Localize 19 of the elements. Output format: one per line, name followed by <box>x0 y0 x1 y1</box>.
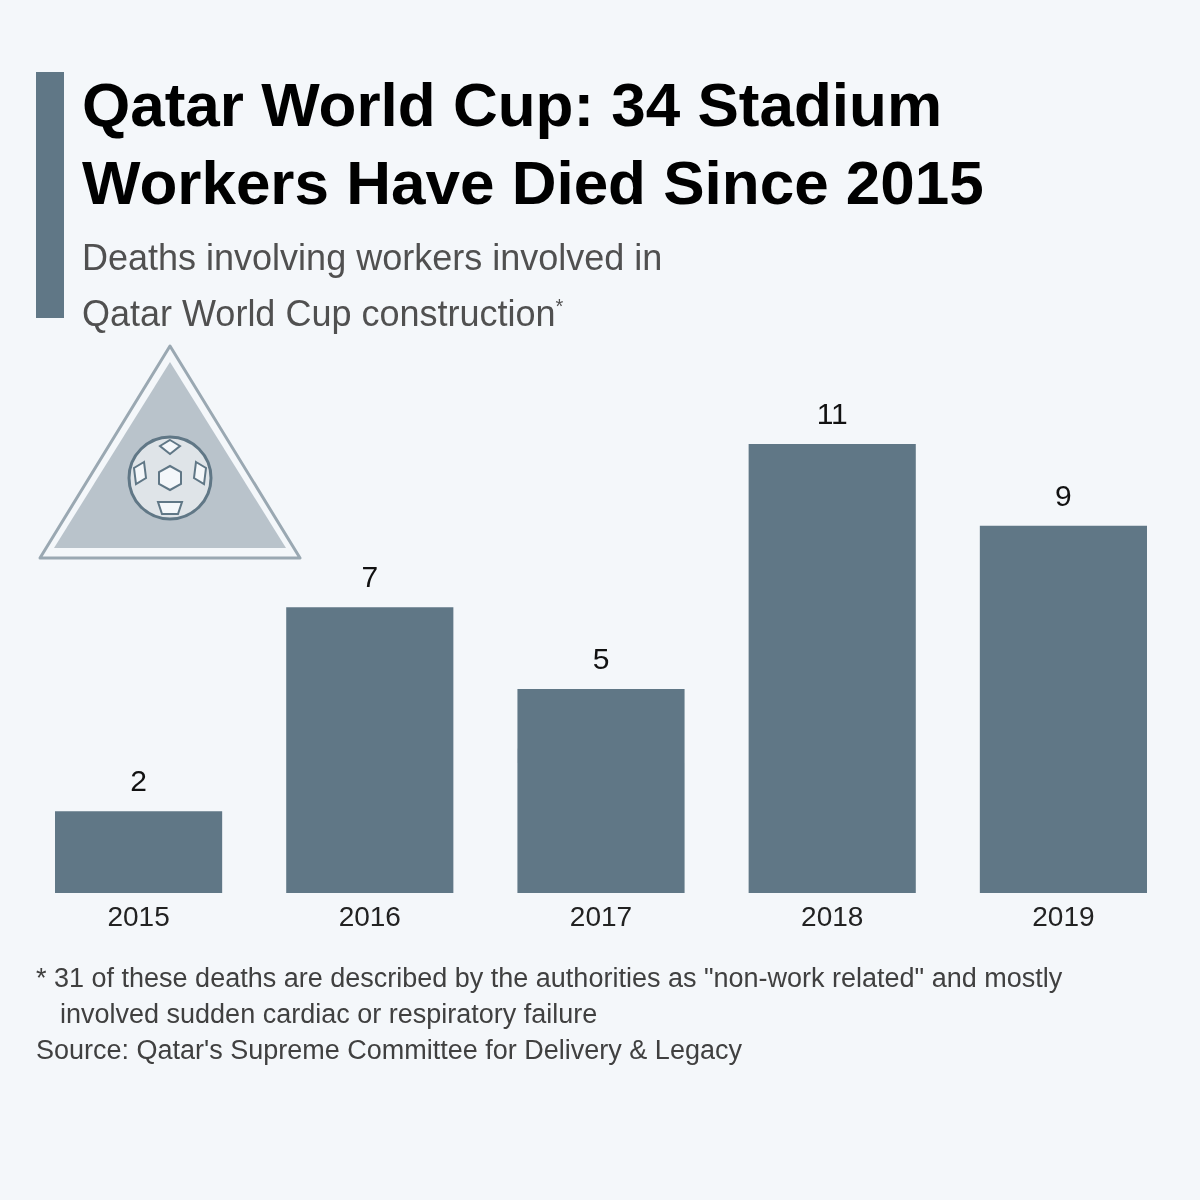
x-tick-label: 2015 <box>107 900 170 932</box>
chart-subtitle: Deaths involving workers involved in Qatar World Cup construction$^{*}$ <box>82 236 664 336</box>
data-label: 2 <box>130 764 147 798</box>
data-label: 7 <box>361 560 379 594</box>
data-label: 9 <box>1055 478 1072 512</box>
source-note: Source: Qatar's Supreme Committee for Delivery & Legacy <box>36 1034 743 1067</box>
bar <box>748 444 916 893</box>
text: * 31 of these deaths are described by the authorities as "non-work related" and mostly involved sudden cardiac or respiratory failure <box>36 962 1064 1031</box>
bar <box>55 811 223 893</box>
bar <box>286 607 454 893</box>
chart-title: Qatar World Cup: 34 Stadium Workers Have Died Since 2015 <box>82 69 985 219</box>
x-tick-label: 2019 <box>1032 900 1095 932</box>
data-label: 11 <box>816 397 848 430</box>
x-tick-label: 2016 <box>338 900 401 932</box>
x-tick-label: 2017 <box>569 900 633 932</box>
data-label: 5 <box>592 641 610 675</box>
bar <box>517 688 685 893</box>
x-tick-label: 2018 <box>801 900 864 932</box>
bar <box>979 525 1147 893</box>
